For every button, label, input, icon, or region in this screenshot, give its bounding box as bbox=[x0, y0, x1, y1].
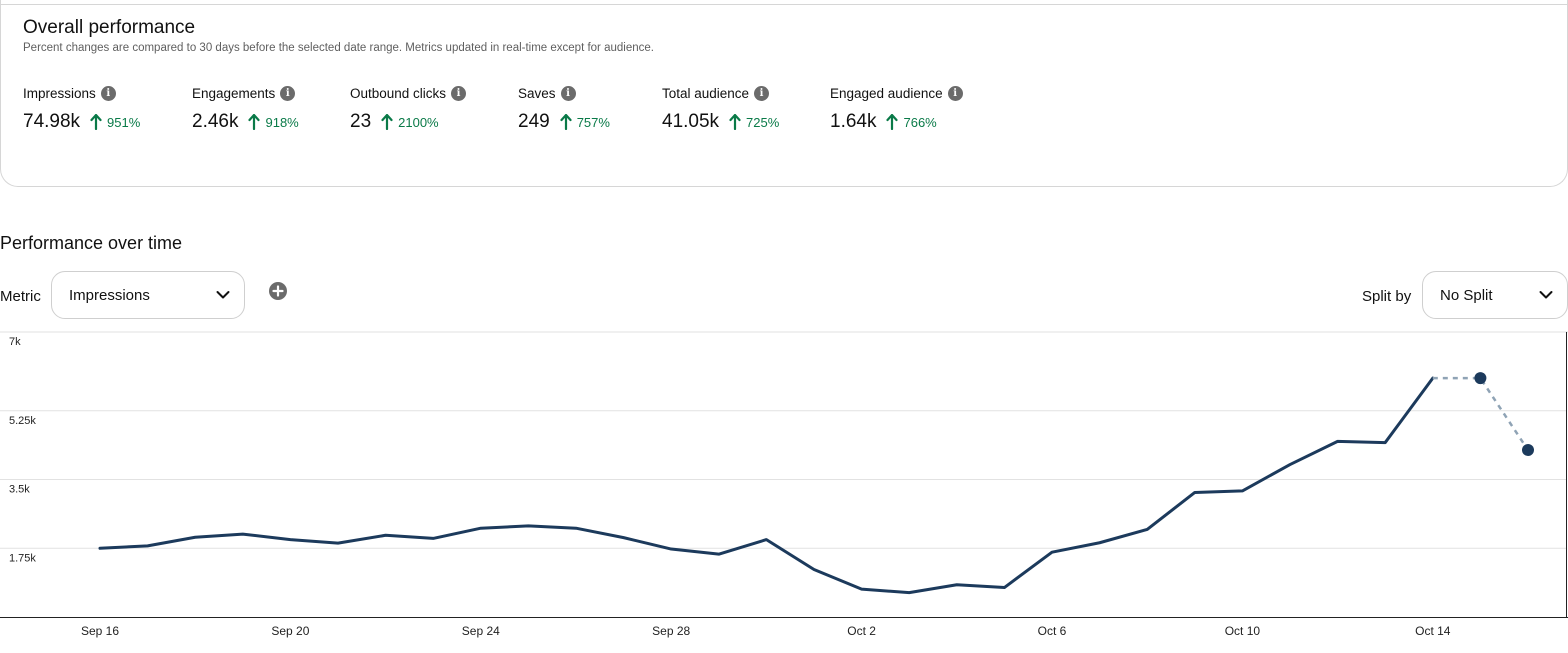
x-tick-label: Oct 14 bbox=[1415, 624, 1451, 638]
arrow-up-icon bbox=[560, 114, 572, 130]
metric-label: Engagements bbox=[192, 85, 276, 101]
info-icon[interactable]: i bbox=[754, 85, 770, 101]
impressions-line-chart: 7k 5.25k 3.5k 1.75k Sep 16 Sep 20 Sep 24 Sep 28… bbox=[0, 331, 1568, 638]
x-tick-label: Sep 24 bbox=[462, 624, 500, 638]
metric-select-value: Impressions bbox=[69, 286, 150, 304]
metric-change: 2100% bbox=[398, 114, 439, 130]
metric-value: 249 bbox=[518, 111, 550, 132]
metric-label: Outbound clicks bbox=[350, 85, 447, 101]
chevron-down-icon bbox=[1539, 291, 1553, 299]
metric-engagements: Engagements i 2.46k 918% bbox=[192, 84, 299, 133]
metric-select[interactable]: Impressions bbox=[51, 271, 245, 319]
arrow-up-icon bbox=[90, 114, 102, 130]
plus-circle-icon[interactable] bbox=[269, 282, 287, 300]
metric-label: Engaged audience bbox=[830, 85, 943, 101]
metric-select-label: Metric bbox=[0, 288, 41, 305]
metric-saves: Saves i 249 757% bbox=[518, 84, 610, 133]
impressions-line-projected bbox=[1432, 376, 1530, 451]
split-by-select[interactable]: No Split bbox=[1422, 271, 1568, 319]
metric-value: 74.98k bbox=[23, 111, 81, 132]
x-tick-label: Sep 20 bbox=[271, 624, 309, 638]
arrow-up-icon bbox=[886, 114, 899, 130]
info-icon[interactable]: i bbox=[947, 85, 963, 101]
x-tick-label: Oct 6 bbox=[1038, 624, 1067, 638]
arrow-up-icon bbox=[381, 114, 393, 130]
metric-value: 41.05k bbox=[662, 111, 720, 132]
x-tick-label: Sep 16 bbox=[81, 624, 119, 638]
metric-change: 951% bbox=[107, 114, 141, 130]
metric-outbound-clicks: Outbound clicks i 23 2100% bbox=[350, 84, 467, 133]
metric-value: 1.64k bbox=[830, 111, 877, 132]
overall-performance-subtitle: Percent changes are compared to 30 days … bbox=[23, 42, 654, 54]
metric-engaged-audience: Engaged audience i 1.64k 766% bbox=[830, 84, 963, 133]
metric-impressions: Impressions i 74.98k 951% bbox=[23, 84, 140, 133]
info-icon[interactable]: i bbox=[451, 85, 467, 101]
metric-value: 2.46k bbox=[192, 111, 239, 132]
data-point-marker bbox=[1522, 444, 1534, 457]
x-tick-label: Oct 10 bbox=[1225, 624, 1261, 638]
x-tick-label: Oct 2 bbox=[847, 624, 876, 638]
metric-change: 725% bbox=[746, 114, 780, 130]
metric-change: 766% bbox=[903, 114, 937, 130]
info-icon[interactable]: i bbox=[560, 85, 576, 101]
metric-total-audience: Total audience i 41.05k 725% bbox=[662, 84, 779, 133]
top-divider bbox=[0, 4, 1568, 5]
split-by-label: Split by bbox=[1362, 288, 1412, 305]
info-icon[interactable]: i bbox=[100, 85, 116, 101]
y-tick-label: 5.25k bbox=[9, 415, 36, 427]
data-point-marker bbox=[1474, 372, 1487, 385]
y-tick-label: 3.5k bbox=[9, 484, 30, 496]
metric-label: Saves bbox=[518, 85, 556, 101]
x-tick-label: Sep 28 bbox=[652, 624, 690, 638]
performance-over-time-title: Performance over time bbox=[0, 233, 183, 253]
overall-performance-title: Overall performance bbox=[23, 17, 196, 38]
split-by-select-value: No Split bbox=[1440, 286, 1493, 304]
y-tick-label: 7k bbox=[9, 336, 21, 348]
metric-label: Impressions bbox=[23, 85, 96, 101]
chevron-down-icon bbox=[216, 291, 230, 299]
metric-change: 757% bbox=[576, 114, 610, 130]
metric-label: Total audience bbox=[662, 85, 750, 101]
impressions-line bbox=[98, 376, 1435, 595]
metric-value: 23 bbox=[350, 111, 372, 132]
y-tick-label: 1.75k bbox=[9, 552, 36, 564]
info-icon[interactable]: i bbox=[280, 85, 296, 101]
arrow-up-icon bbox=[729, 114, 741, 130]
metric-change: 918% bbox=[265, 114, 299, 130]
arrow-up-icon bbox=[248, 114, 261, 130]
